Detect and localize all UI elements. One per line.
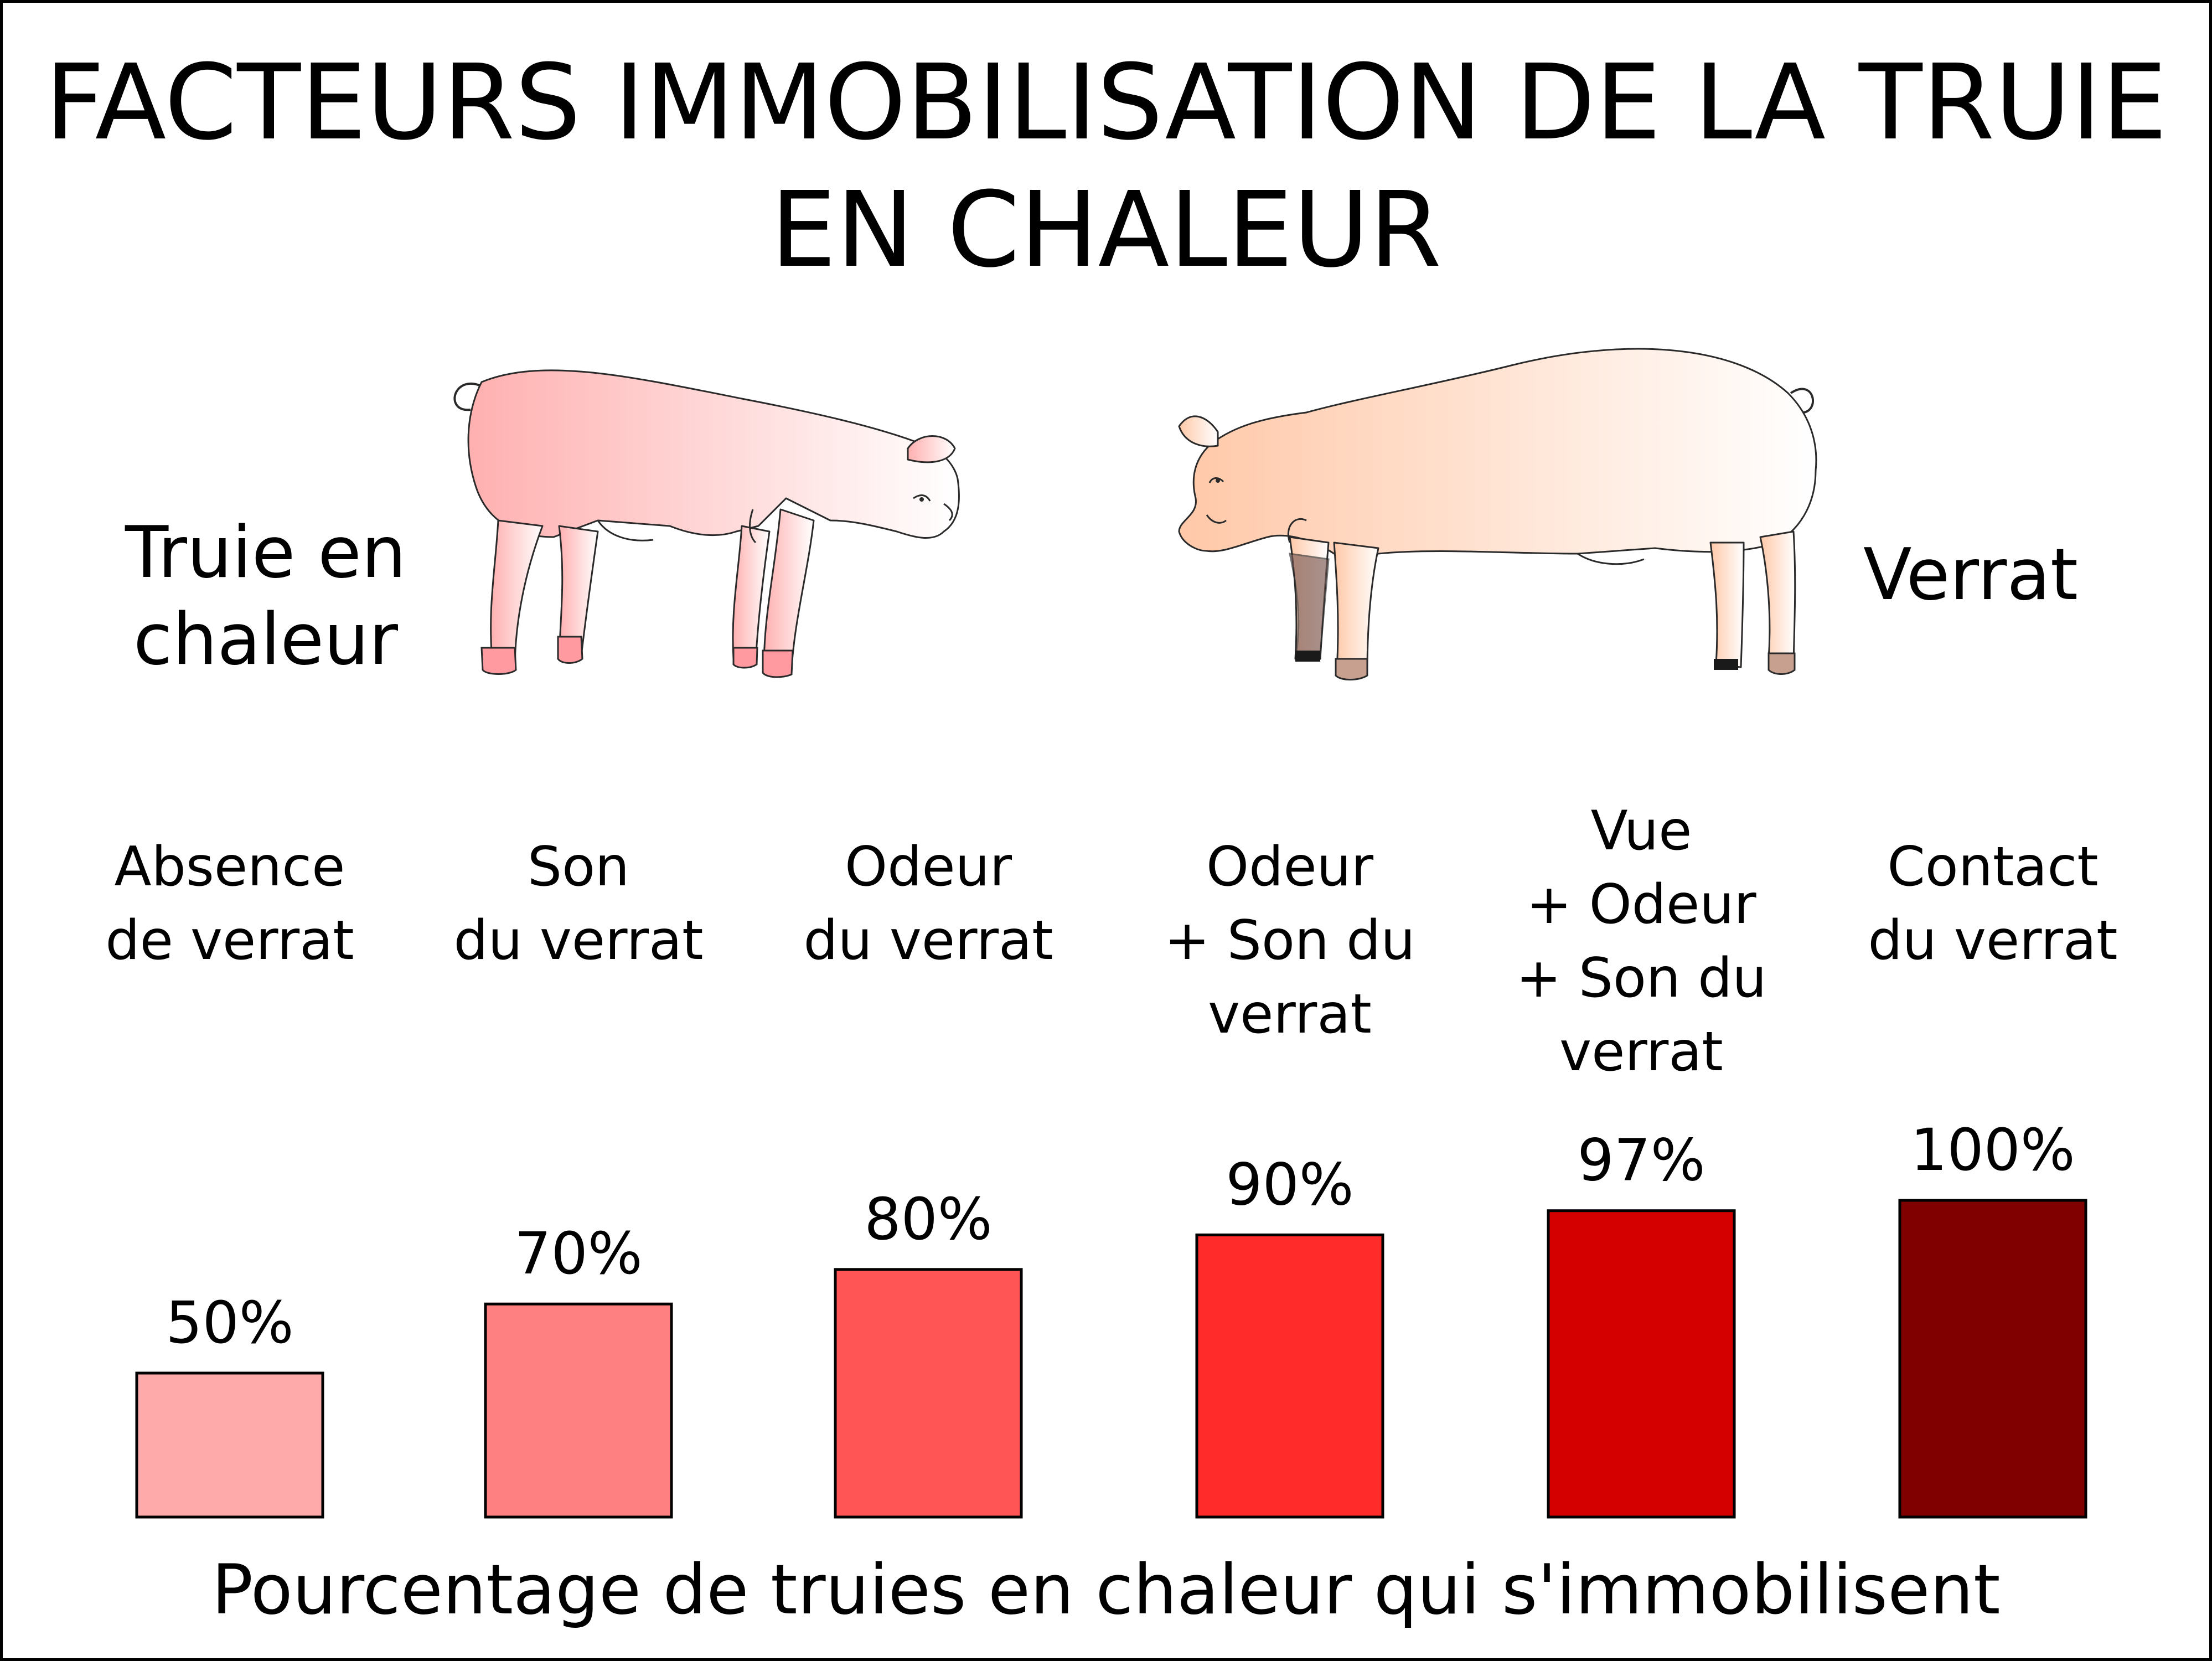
- bar-4: [1195, 1233, 1384, 1519]
- value-label-6: 100%: [1910, 1116, 2075, 1184]
- bar-2: [484, 1302, 673, 1519]
- value-label-4: 90%: [1226, 1151, 1353, 1218]
- sow-label: Truie en chaleur: [100, 509, 432, 683]
- x-axis-label: Pourcentage de truies en chaleur qui s'i…: [211, 1550, 2001, 1630]
- value-label-3: 80%: [864, 1185, 992, 1253]
- title-line-1: FACTEURS IMMOBILISATION DE LA TRUIE: [44, 42, 2168, 163]
- boar-icon: [1178, 348, 1817, 680]
- value-label-5: 97%: [1577, 1127, 1705, 1194]
- bar-5: [1547, 1209, 1736, 1519]
- sow-label-text: Truie en chaleur: [125, 512, 406, 681]
- bar-1: [135, 1371, 324, 1519]
- title-line-2: EN CHALEUR: [770, 169, 1442, 291]
- bar-6: [1898, 1199, 2087, 1519]
- bar-3: [834, 1268, 1023, 1519]
- sow-icon: [453, 369, 960, 678]
- boar-label: Verrat: [1863, 534, 2078, 616]
- value-label-1: 50%: [166, 1289, 293, 1356]
- value-label-2: 70%: [514, 1220, 642, 1287]
